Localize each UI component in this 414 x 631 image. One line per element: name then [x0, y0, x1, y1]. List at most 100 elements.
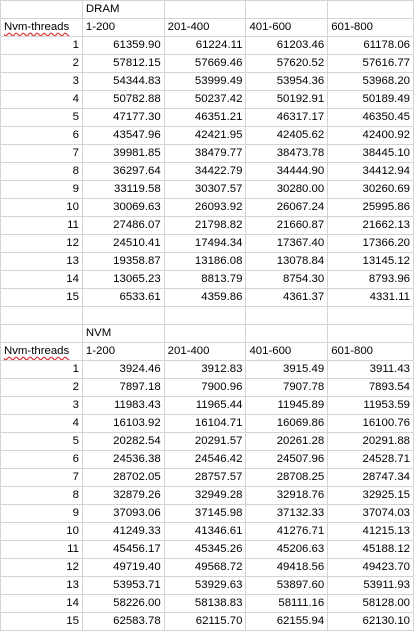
value-cell[interactable]: 20261.28 — [245, 432, 329, 451]
value-cell[interactable]: 17367.40 — [245, 234, 329, 253]
value-cell[interactable]: 45456.17 — [81, 540, 165, 559]
column-header-cell[interactable]: 401-600 — [245, 18, 329, 37]
thread-count-cell[interactable]: 8 — [0, 162, 83, 181]
value-cell[interactable]: 21662.13 — [327, 216, 414, 235]
value-cell[interactable]: 58111.16 — [245, 594, 329, 613]
value-cell[interactable]: 30260.69 — [327, 180, 414, 199]
empty-cell[interactable] — [163, 324, 247, 343]
column-header-cell[interactable]: 1-200 — [81, 342, 165, 361]
value-cell[interactable]: 7907.78 — [245, 378, 329, 397]
value-cell[interactable]: 53929.63 — [163, 576, 247, 595]
thread-count-cell[interactable]: 7 — [0, 468, 83, 487]
value-cell[interactable]: 53954.36 — [245, 72, 329, 91]
value-cell[interactable]: 37074.03 — [327, 504, 414, 523]
value-cell[interactable]: 7900.96 — [163, 378, 247, 397]
value-cell[interactable]: 27486.07 — [81, 216, 165, 235]
value-cell[interactable]: 24546.42 — [163, 450, 247, 469]
value-cell[interactable]: 33119.58 — [81, 180, 165, 199]
value-cell[interactable]: 57812.15 — [81, 54, 165, 73]
value-cell[interactable]: 34444.90 — [245, 162, 329, 181]
value-cell[interactable]: 3912.83 — [163, 360, 247, 379]
thread-count-cell[interactable]: 3 — [0, 72, 83, 91]
value-cell[interactable]: 38479.77 — [163, 144, 247, 163]
value-cell[interactable]: 57616.77 — [327, 54, 414, 73]
empty-cell[interactable] — [245, 306, 329, 325]
value-cell[interactable]: 58128.00 — [327, 594, 414, 613]
value-cell[interactable]: 16103.92 — [81, 414, 165, 433]
thread-count-cell[interactable]: 4 — [0, 414, 83, 433]
value-cell[interactable]: 13145.12 — [327, 252, 414, 271]
value-cell[interactable]: 47177.30 — [81, 108, 165, 127]
value-cell[interactable]: 25995.86 — [327, 198, 414, 217]
value-cell[interactable]: 32949.28 — [163, 486, 247, 505]
column-header-cell[interactable]: 601-800 — [327, 342, 414, 361]
empty-cell[interactable] — [245, 324, 329, 343]
column-header-cell[interactable]: 201-400 — [163, 18, 247, 37]
value-cell[interactable]: 32925.15 — [327, 486, 414, 505]
value-cell[interactable]: 13078.84 — [245, 252, 329, 271]
thread-count-cell[interactable]: 2 — [0, 378, 83, 397]
thread-count-cell[interactable]: 6 — [0, 126, 83, 145]
thread-count-cell[interactable]: 4 — [0, 90, 83, 109]
value-cell[interactable]: 4359.86 — [163, 288, 247, 307]
value-cell[interactable]: 38445.10 — [327, 144, 414, 163]
empty-cell[interactable] — [163, 306, 247, 325]
value-cell[interactable]: 62583.78 — [81, 612, 165, 631]
thread-count-cell[interactable]: 1 — [0, 360, 83, 379]
value-cell[interactable]: 57669.46 — [163, 54, 247, 73]
row-header-cell[interactable]: Nvm-threads — [0, 342, 83, 361]
value-cell[interactable]: 62130.10 — [327, 612, 414, 631]
value-cell[interactable]: 43547.96 — [81, 126, 165, 145]
thread-count-cell[interactable]: 14 — [0, 594, 83, 613]
empty-cell[interactable] — [0, 306, 83, 325]
value-cell[interactable]: 53897.60 — [245, 576, 329, 595]
value-cell[interactable]: 45206.63 — [245, 540, 329, 559]
value-cell[interactable]: 42405.62 — [245, 126, 329, 145]
thread-count-cell[interactable]: 3 — [0, 396, 83, 415]
value-cell[interactable]: 46317.17 — [245, 108, 329, 127]
value-cell[interactable]: 8813.79 — [163, 270, 247, 289]
value-cell[interactable]: 3924.46 — [81, 360, 165, 379]
value-cell[interactable]: 62115.70 — [163, 612, 247, 631]
thread-count-cell[interactable]: 2 — [0, 54, 83, 73]
thread-count-cell[interactable]: 15 — [0, 612, 83, 631]
value-cell[interactable]: 7893.54 — [327, 378, 414, 397]
column-header-cell[interactable]: 1-200 — [81, 18, 165, 37]
value-cell[interactable]: 24507.96 — [245, 450, 329, 469]
value-cell[interactable]: 61359.90 — [81, 36, 165, 55]
memory-label-cell[interactable]: NVM — [81, 324, 165, 343]
value-cell[interactable]: 4361.37 — [245, 288, 329, 307]
value-cell[interactable]: 24510.41 — [81, 234, 165, 253]
thread-count-cell[interactable]: 11 — [0, 216, 83, 235]
value-cell[interactable]: 42421.95 — [163, 126, 247, 145]
value-cell[interactable]: 8793.96 — [327, 270, 414, 289]
value-cell[interactable]: 53968.20 — [327, 72, 414, 91]
value-cell[interactable]: 50237.42 — [163, 90, 247, 109]
value-cell[interactable]: 46350.45 — [327, 108, 414, 127]
value-cell[interactable]: 28702.05 — [81, 468, 165, 487]
empty-cell[interactable] — [81, 306, 165, 325]
value-cell[interactable]: 58138.83 — [163, 594, 247, 613]
value-cell[interactable]: 21660.87 — [245, 216, 329, 235]
value-cell[interactable]: 50189.49 — [327, 90, 414, 109]
empty-cell[interactable] — [0, 0, 83, 19]
thread-count-cell[interactable]: 12 — [0, 234, 83, 253]
thread-count-cell[interactable]: 6 — [0, 450, 83, 469]
thread-count-cell[interactable]: 9 — [0, 180, 83, 199]
value-cell[interactable]: 11953.59 — [327, 396, 414, 415]
value-cell[interactable]: 53953.71 — [81, 576, 165, 595]
thread-count-cell[interactable]: 13 — [0, 252, 83, 271]
value-cell[interactable]: 26093.92 — [163, 198, 247, 217]
value-cell[interactable]: 13065.23 — [81, 270, 165, 289]
value-cell[interactable]: 61203.46 — [245, 36, 329, 55]
thread-count-cell[interactable]: 13 — [0, 576, 83, 595]
empty-cell[interactable] — [245, 0, 329, 19]
thread-count-cell[interactable]: 9 — [0, 504, 83, 523]
value-cell[interactable]: 28757.57 — [163, 468, 247, 487]
value-cell[interactable]: 50782.88 — [81, 90, 165, 109]
thread-count-cell[interactable]: 5 — [0, 108, 83, 127]
empty-cell[interactable] — [327, 306, 414, 325]
column-header-cell[interactable]: 601-800 — [327, 18, 414, 37]
empty-cell[interactable] — [327, 0, 414, 19]
value-cell[interactable]: 11983.43 — [81, 396, 165, 415]
